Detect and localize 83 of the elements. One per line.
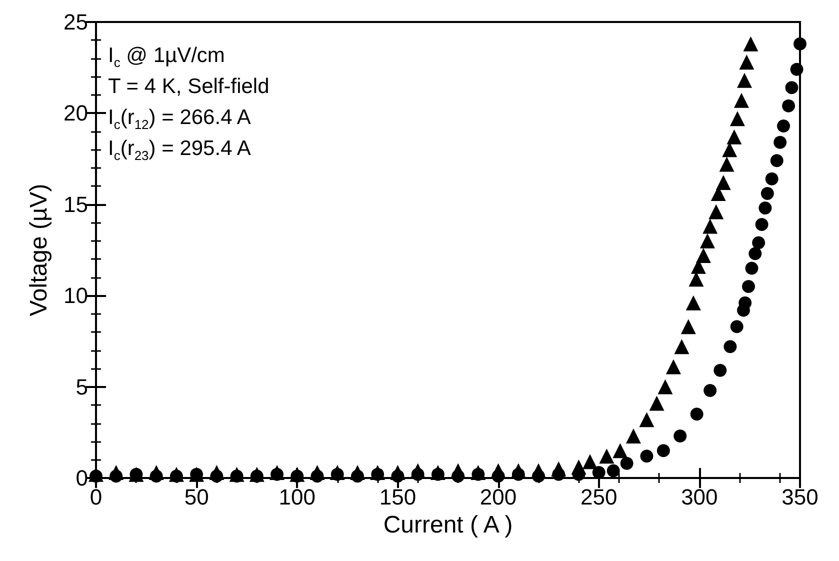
point bbox=[658, 379, 673, 394]
point bbox=[639, 412, 654, 428]
point bbox=[722, 142, 738, 158]
point bbox=[230, 470, 244, 483]
point bbox=[770, 154, 784, 168]
point bbox=[774, 136, 787, 149]
point bbox=[391, 470, 404, 483]
point bbox=[688, 272, 704, 287]
point bbox=[742, 280, 756, 293]
point bbox=[708, 204, 724, 220]
point bbox=[724, 340, 737, 354]
point bbox=[790, 62, 804, 76]
point bbox=[782, 99, 796, 112]
point bbox=[736, 72, 752, 88]
point bbox=[734, 92, 749, 108]
x-tick-label: 100 bbox=[278, 484, 316, 510]
point bbox=[250, 470, 264, 483]
y-tick-label: 20 bbox=[64, 100, 88, 126]
point bbox=[748, 247, 762, 260]
point bbox=[666, 359, 681, 374]
point bbox=[702, 218, 718, 234]
x-tick-label: 200 bbox=[480, 484, 517, 510]
point bbox=[606, 464, 620, 478]
point bbox=[716, 175, 731, 190]
x-tick-label: 300 bbox=[681, 484, 718, 510]
point bbox=[351, 470, 364, 483]
point bbox=[492, 470, 505, 483]
point bbox=[599, 448, 614, 464]
point bbox=[785, 81, 798, 94]
point bbox=[700, 233, 715, 248]
point bbox=[582, 454, 598, 470]
point bbox=[739, 54, 754, 70]
point bbox=[626, 428, 641, 444]
point bbox=[745, 262, 758, 275]
point bbox=[620, 456, 634, 470]
point bbox=[714, 364, 727, 377]
point bbox=[760, 186, 774, 200]
point bbox=[452, 470, 465, 483]
point bbox=[612, 443, 628, 458]
x-tick-label: 250 bbox=[580, 484, 618, 510]
point bbox=[765, 172, 778, 186]
point bbox=[411, 468, 424, 481]
y-tick-label: 5 bbox=[76, 374, 88, 400]
y-tick-label: 0 bbox=[76, 466, 88, 490]
point bbox=[680, 319, 696, 334]
point bbox=[704, 384, 717, 397]
point bbox=[90, 470, 102, 483]
y-tick-label: 15 bbox=[64, 192, 88, 217]
y-tick-label: 25 bbox=[64, 10, 88, 34]
point bbox=[640, 450, 654, 463]
point bbox=[210, 470, 224, 483]
point bbox=[794, 37, 806, 50]
point bbox=[512, 468, 525, 481]
point bbox=[310, 470, 324, 483]
point bbox=[738, 296, 752, 310]
x-tick-label: 50 bbox=[184, 484, 209, 510]
point bbox=[743, 36, 758, 52]
point bbox=[674, 430, 687, 443]
x-tick-label: 350 bbox=[782, 484, 818, 510]
point bbox=[696, 248, 711, 263]
point bbox=[777, 119, 790, 132]
point bbox=[110, 470, 123, 483]
point bbox=[730, 111, 745, 126]
point bbox=[552, 468, 566, 481]
y-tick-label: 10 bbox=[64, 283, 88, 308]
point bbox=[686, 295, 701, 310]
x-tick-label: 150 bbox=[379, 484, 416, 510]
x-axis-title: Current ( A ) bbox=[383, 511, 513, 538]
point bbox=[690, 408, 704, 421]
point bbox=[755, 218, 768, 231]
point bbox=[656, 444, 670, 458]
point bbox=[649, 396, 664, 411]
y-axis-title: Voltage (µV) bbox=[26, 184, 52, 316]
annotation: T = 4 K, Self-field bbox=[108, 75, 270, 98]
point bbox=[726, 129, 742, 144]
point bbox=[752, 236, 766, 250]
point bbox=[532, 470, 546, 483]
point bbox=[150, 470, 163, 483]
point bbox=[719, 156, 734, 172]
point bbox=[674, 339, 690, 354]
point bbox=[730, 320, 744, 334]
point bbox=[758, 202, 772, 215]
point bbox=[170, 470, 183, 483]
